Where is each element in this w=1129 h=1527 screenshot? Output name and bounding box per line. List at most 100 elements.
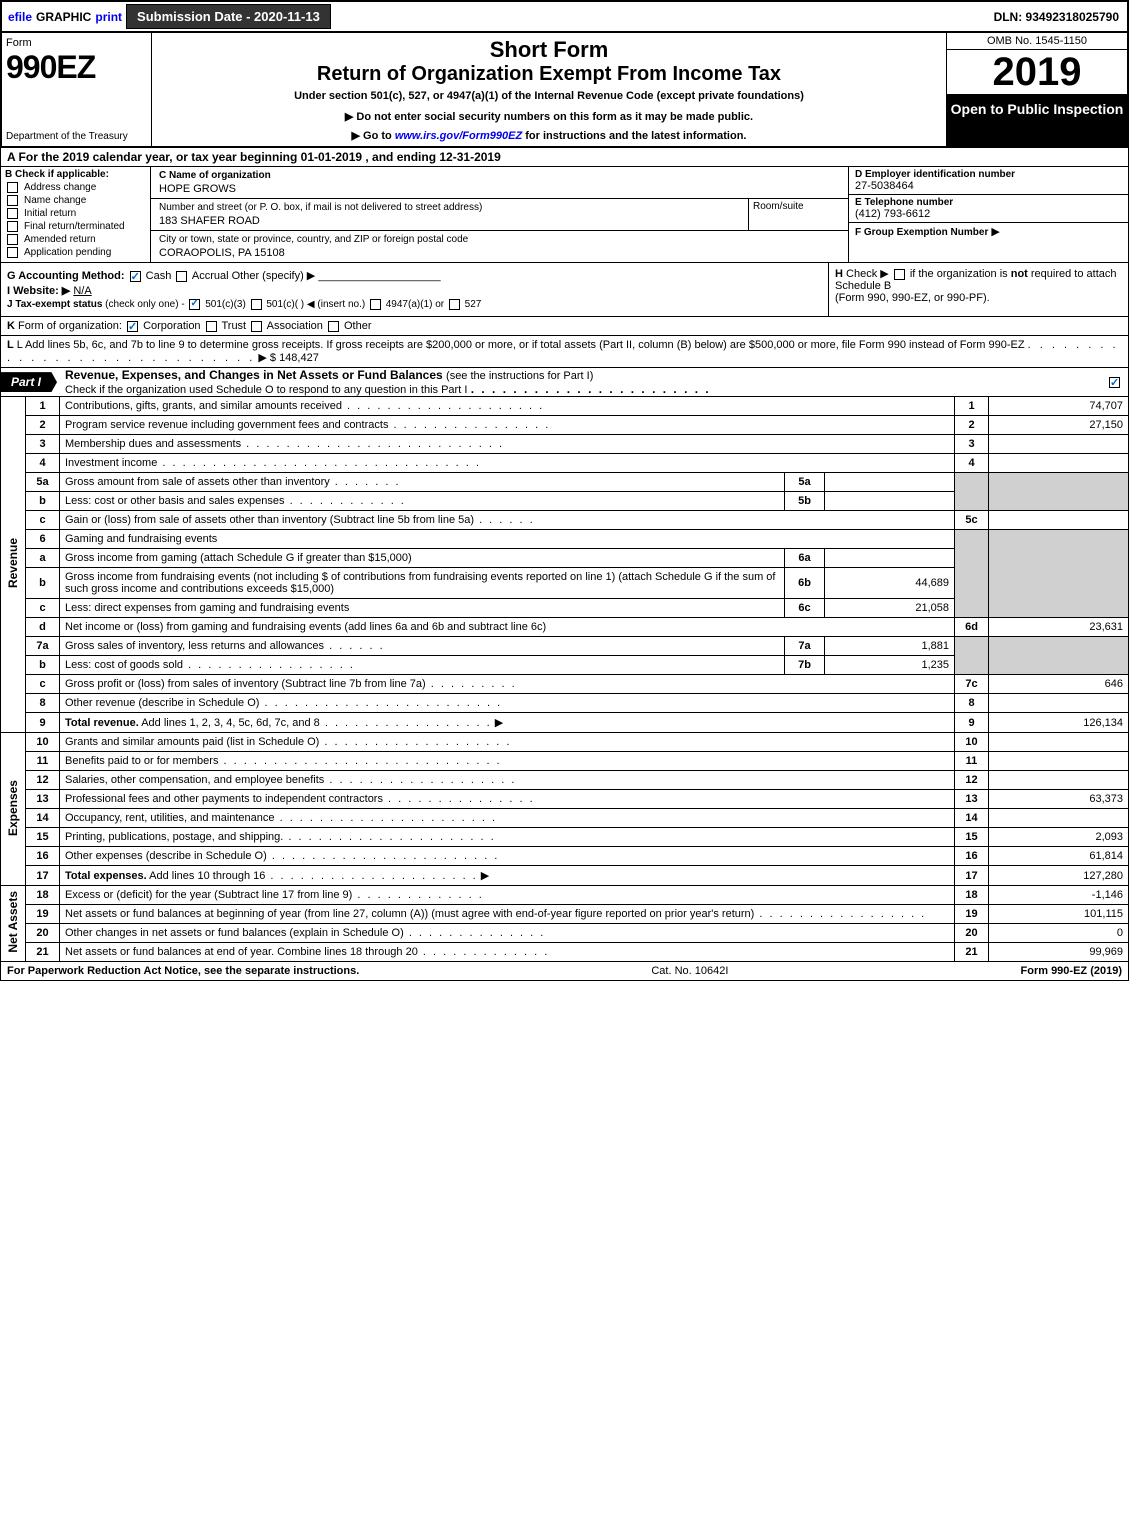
ln-17-num: 17 [26,866,60,886]
chk-final-return[interactable] [7,221,18,232]
ln-14-rnum: 14 [955,809,989,828]
print-link[interactable]: print [95,10,122,24]
ln-11-rnum: 11 [955,752,989,771]
chk-other-org[interactable] [328,321,339,332]
ln-11-desc: Benefits paid to or for members . . . . … [60,752,955,771]
form-word: Form [6,37,147,49]
goto-instructions: Go to www.irs.gov/Form990EZ for instruct… [160,129,938,142]
chk-corp[interactable] [127,321,138,332]
ln-6d-rnum: 6d [955,618,989,637]
ln-18-num: 18 [26,886,60,905]
expenses-side-label: Expenses [1,733,26,886]
ln-6abc-grey [955,530,989,618]
chk-app-pending[interactable] [7,247,18,258]
room-suite-label: Room/suite [748,199,848,230]
ln-4-amt [989,454,1129,473]
ln-15-rnum: 15 [955,828,989,847]
ln-6a-desc: Gross income from gaming (attach Schedul… [60,549,785,568]
chk-trust[interactable] [206,321,217,332]
chk-name-change[interactable] [7,195,18,206]
chk-cash[interactable] [130,271,141,282]
ln-8-desc: Other revenue (describe in Schedule O) .… [60,694,955,713]
efile-link[interactable]: efile [8,10,32,24]
ln-2-desc: Program service revenue including govern… [60,416,955,435]
part1-table: Revenue 1 Contributions, gifts, grants, … [0,397,1129,962]
chk-initial-return[interactable] [7,208,18,219]
ln-5ab-grey-amt [989,473,1129,511]
chk-schedule-o[interactable] [1109,377,1120,388]
chk-501c[interactable] [251,299,262,310]
chk-501c3[interactable] [189,299,200,310]
ln-13-rnum: 13 [955,790,989,809]
ln-6b-subval: 44,689 [825,568,955,599]
chk-accrual[interactable] [176,271,187,282]
chk-527[interactable] [449,299,460,310]
line-l: L L Add lines 5b, 6c, and 7b to line 9 t… [0,336,1129,368]
ln-7a-subval: 1,881 [825,637,955,656]
ln-6a-subnum: 6a [785,549,825,568]
ln-13-desc: Professional fees and other payments to … [60,790,955,809]
ln-15-desc: Printing, publications, postage, and shi… [60,828,955,847]
section-b: B Check if applicable: Address change Na… [1,167,151,262]
ln-5c-desc: Gain or (loss) from sale of assets other… [60,511,955,530]
ln-9-desc: Total revenue. Add lines 1, 2, 3, 4, 5c,… [60,713,955,733]
ln-6c-desc: Less: direct expenses from gaming and fu… [60,599,785,618]
ln-5b-subval [825,492,955,511]
chk-h[interactable] [894,269,905,280]
ln-21-rnum: 21 [955,943,989,962]
ln-7b-num: b [26,656,60,675]
ln-17-amt: 127,280 [989,866,1129,886]
ln-21-desc: Net assets or fund balances at end of ye… [60,943,955,962]
ln-10-desc: Grants and similar amounts paid (list in… [60,733,955,752]
ln-10-amt [989,733,1129,752]
ln-1-num: 1 [26,397,60,416]
ln-12-desc: Salaries, other compensation, and employ… [60,771,955,790]
opt-name-change: Name change [24,195,86,206]
footer-cat-no: Cat. No. 10642I [359,965,1020,977]
ln-11-num: 11 [26,752,60,771]
ln-16-num: 16 [26,847,60,866]
ln-9-amt: 126,134 [989,713,1129,733]
part1-header: Part I Revenue, Expenses, and Changes in… [0,368,1129,397]
org-name: HOPE GROWS [155,182,844,196]
ln-7c-desc: Gross profit or (loss) from sales of inv… [60,675,955,694]
ln-16-rnum: 16 [955,847,989,866]
street-address: 183 SHAFER ROAD [155,214,744,228]
ln-2-rnum: 2 [955,416,989,435]
opt-initial-return: Initial return [24,208,76,219]
chk-4947[interactable] [370,299,381,310]
submission-date-button[interactable]: Submission Date - 2020-11-13 [126,4,331,29]
ln-19-amt: 101,115 [989,905,1129,924]
ln-6d-desc: Net income or (loss) from gaming and fun… [60,618,955,637]
ln-20-rnum: 20 [955,924,989,943]
d-label: D Employer identification number [855,169,1122,180]
chk-assoc[interactable] [251,321,262,332]
ln-7ab-grey [955,637,989,675]
ln-12-num: 12 [26,771,60,790]
lbl-other: Other (specify) ▶ [232,270,316,282]
chk-address-change[interactable] [7,182,18,193]
ln-8-amt [989,694,1129,713]
ln-13-amt: 63,373 [989,790,1129,809]
opt-final-return: Final return/terminated [24,221,125,232]
ln-19-num: 19 [26,905,60,924]
f-label: F Group Exemption Number [855,227,988,238]
ln-6-num: 6 [26,530,60,549]
ssn-warning: Do not enter social security numbers on … [160,110,938,123]
ln-10-rnum: 10 [955,733,989,752]
ln-7b-subnum: 7b [785,656,825,675]
ln-3-amt [989,435,1129,454]
part1-title: Revenue, Expenses, and Changes in Net As… [65,368,443,382]
ln-20-desc: Other changes in net assets or fund bala… [60,924,955,943]
ln-16-amt: 61,814 [989,847,1129,866]
ln-7ab-grey-amt [989,637,1129,675]
lbl-accrual: Accrual [192,270,229,282]
irs-link[interactable]: www.irs.gov/Form990EZ [395,130,522,142]
chk-amended[interactable] [7,234,18,245]
b-label: B Check if applicable: [5,169,146,180]
ln-19-rnum: 19 [955,905,989,924]
form-number: 990EZ [6,49,147,86]
ln-17-desc: Total expenses. Add lines 10 through 16 … [60,866,955,886]
ln-5ab-grey [955,473,989,511]
phone-value: (412) 793-6612 [855,208,1122,220]
